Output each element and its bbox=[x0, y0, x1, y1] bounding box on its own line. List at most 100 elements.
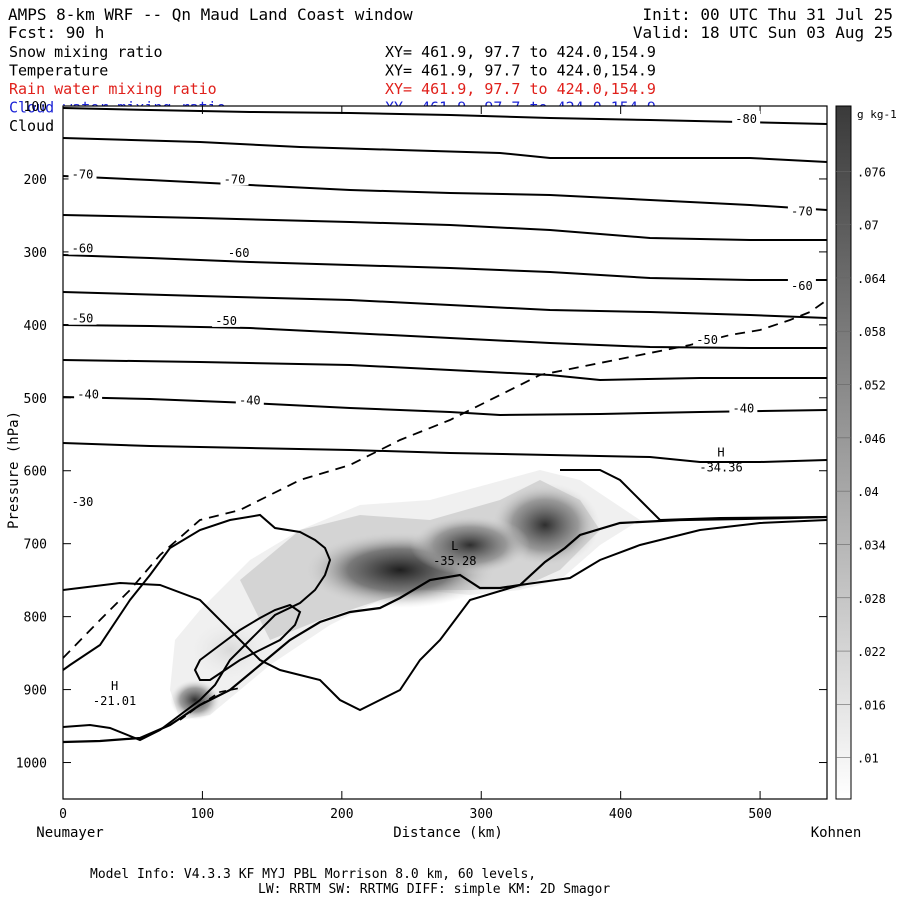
colorbar-tick-label: .04 bbox=[857, 485, 879, 499]
contour-line bbox=[63, 107, 827, 125]
colorbar-unit: g kg-1 bbox=[857, 108, 897, 121]
colorbar-tick-label: .028 bbox=[857, 592, 886, 606]
colorbar-tick-label: .034 bbox=[857, 538, 886, 552]
x-left-location: Neumayer bbox=[36, 825, 103, 841]
shade-core-3 bbox=[410, 515, 530, 575]
contour-label: -50 bbox=[215, 314, 237, 328]
y-tick-label: 100 bbox=[24, 100, 47, 115]
forecast-hour: Fcst: 90 h bbox=[8, 23, 104, 42]
colorbar-tick-label: .07 bbox=[857, 219, 879, 233]
contour-label-bg bbox=[68, 166, 97, 181]
field-name: Temperature bbox=[9, 62, 108, 80]
x-tick-label: 400 bbox=[609, 807, 632, 822]
contour-label: -50 bbox=[696, 333, 718, 347]
contour-line bbox=[63, 359, 827, 382]
y-tick-label: 700 bbox=[24, 538, 47, 553]
contour-label-bg bbox=[212, 312, 241, 327]
contour-label: -40 bbox=[733, 401, 755, 415]
plot-frame bbox=[62, 105, 828, 800]
mixing-ratio-shading bbox=[170, 470, 640, 720]
y-tick-label: 1000 bbox=[16, 757, 47, 772]
model-info-line1: Model Info: V4.3.3 KF MYJ PBL Morrison 8… bbox=[90, 867, 536, 882]
contour-label-bg bbox=[732, 110, 761, 125]
extremum-value: -35.28 bbox=[433, 554, 476, 568]
contour-label: -40 bbox=[77, 388, 99, 402]
contour-label-bg bbox=[68, 310, 97, 325]
shade-lower-left bbox=[170, 680, 220, 720]
contour-label-bg bbox=[74, 386, 103, 401]
contour-line bbox=[63, 396, 827, 417]
x-tick-label: 0 bbox=[59, 807, 67, 822]
contour-label: -40 bbox=[239, 393, 261, 407]
contour-label: -70 bbox=[224, 172, 246, 186]
field-name: Rain water mixing ratio bbox=[9, 80, 217, 98]
colorbar bbox=[835, 105, 852, 800]
contour-label: -50 bbox=[72, 312, 94, 326]
colorbar-tick-label: .046 bbox=[857, 432, 886, 446]
colorbar-tick-label: .022 bbox=[857, 645, 886, 659]
colorbar-tick-label: .01 bbox=[857, 752, 879, 766]
contour-line bbox=[63, 513, 332, 742]
init-time: Init: 00 UTC Thu 31 Jul 25 bbox=[643, 5, 893, 24]
figure-title: AMPS 8-km WRF -- Qn Maud Land Coast wind… bbox=[8, 5, 413, 24]
x-tick-label: 200 bbox=[330, 807, 353, 822]
contour-line bbox=[560, 469, 827, 522]
x-tick-label: 300 bbox=[470, 807, 493, 822]
contour-line bbox=[63, 214, 827, 241]
x-tick-label: 100 bbox=[191, 807, 214, 822]
model-info-line2: LW: RRTM SW: RRTMG DIFF: simple KM: 2D S… bbox=[258, 882, 610, 897]
contour-label-bg bbox=[224, 245, 253, 260]
y-tick-label: 500 bbox=[24, 392, 47, 407]
contour-label: -70 bbox=[72, 167, 94, 181]
extremum-value: -21.01 bbox=[93, 694, 136, 708]
y-tick-label: 800 bbox=[24, 611, 47, 626]
colorbar-ticks: .01 .016 .022 .028 .034 .04 .046 .052 .058 .064 .0… bbox=[836, 108, 897, 766]
contour-label-bg bbox=[787, 203, 816, 218]
contour-line bbox=[63, 519, 827, 712]
extremum-type: H bbox=[717, 445, 724, 459]
contour-label-bg bbox=[220, 171, 249, 186]
field-section-coords: XY= 461.9, 97.7 to 424.0,154.9 bbox=[385, 80, 656, 98]
contour-line bbox=[63, 324, 827, 349]
x-axis-title: Distance (km) bbox=[393, 825, 503, 841]
contour-line bbox=[63, 137, 827, 163]
terrain-surface bbox=[63, 515, 827, 744]
field-name: Snow mixing ratio bbox=[9, 43, 163, 61]
contour-label-bg bbox=[68, 493, 97, 508]
x-tick-label: 500 bbox=[748, 807, 771, 822]
colorbar-tick-label: .064 bbox=[857, 272, 886, 286]
shade-low-1 bbox=[190, 620, 270, 680]
y-axis-title: Pressure (hPa) bbox=[6, 411, 22, 529]
colorbar-tick-label: .058 bbox=[857, 325, 886, 339]
contour-line bbox=[63, 291, 827, 319]
extremum-type: H bbox=[111, 679, 118, 693]
y-tick-label: 400 bbox=[24, 319, 47, 334]
extremum-type: L bbox=[451, 539, 458, 553]
valid-time: Valid: 18 UTC Sun 03 Aug 25 bbox=[633, 23, 893, 42]
y-tick-label: 300 bbox=[24, 246, 47, 261]
x-right-location: Kohnen bbox=[811, 825, 862, 841]
colorbar-tick-label: .052 bbox=[857, 379, 886, 393]
contour-line bbox=[193, 603, 302, 681]
contour-label-bg bbox=[68, 240, 97, 255]
field-section-coords: XY= 461.9, 97.7 to 424.0,154.9 bbox=[385, 62, 656, 80]
contour-line bbox=[63, 442, 827, 463]
contour-label: -70 bbox=[791, 205, 813, 219]
colorbar-tick-label: .016 bbox=[857, 698, 886, 712]
contour-label: -30 bbox=[72, 495, 94, 509]
dashed-line bbox=[63, 299, 827, 659]
contour-label: -60 bbox=[72, 242, 94, 256]
y-tick-label: 200 bbox=[24, 173, 47, 188]
y-tick-label: 600 bbox=[24, 465, 47, 480]
contour-label-bg bbox=[693, 331, 722, 346]
contour-label: -60 bbox=[791, 279, 813, 293]
colorbar-tick-label: .076 bbox=[857, 165, 886, 179]
contour-label: -80 bbox=[735, 112, 757, 126]
contour-line bbox=[63, 175, 827, 211]
y-tick-label: 900 bbox=[24, 684, 47, 699]
contour-label-bg bbox=[235, 392, 264, 407]
contour-line bbox=[63, 254, 827, 281]
contour-label: -60 bbox=[228, 246, 250, 260]
contour-label-bg bbox=[729, 400, 758, 415]
